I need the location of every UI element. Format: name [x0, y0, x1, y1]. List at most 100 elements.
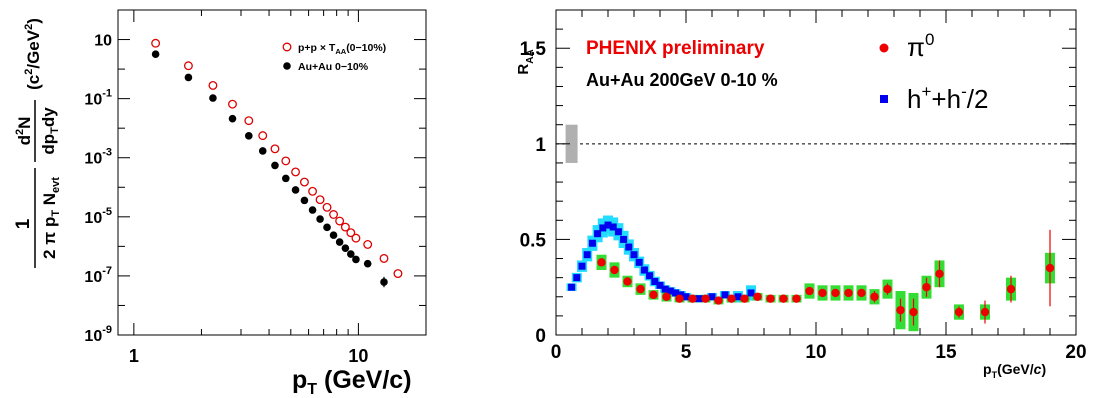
point-auau-15	[341, 244, 350, 252]
right-x-tick-label: 5	[681, 342, 692, 363]
point-pp-8	[291, 167, 301, 177]
left-y-tick-label: 10-9	[84, 324, 112, 345]
y-title-unit: (c2/GeV2)	[23, 18, 43, 90]
point-hadrons-6	[599, 224, 607, 232]
point-pi0-14	[779, 294, 788, 303]
point-pi0-27	[954, 307, 964, 317]
point-auau-12	[323, 223, 331, 232]
point-auau-16	[346, 250, 355, 258]
point-hadrons-8	[609, 223, 617, 231]
point-hadrons-19	[666, 287, 674, 295]
point-hadrons-3	[583, 251, 591, 259]
right-x-tick-label: 15	[935, 342, 957, 363]
point-pi0-8	[701, 294, 710, 303]
legend-marker-auau	[283, 62, 291, 70]
point-pi0-5	[662, 292, 671, 301]
point-pi0-7	[688, 294, 697, 303]
y-title-one: 1	[13, 218, 34, 229]
left-x-tick-label: 10	[348, 346, 368, 366]
point-pi0-18	[831, 288, 840, 298]
point-hadrons-27	[747, 289, 755, 297]
point-auau-8	[291, 186, 300, 194]
point-pp-0	[151, 38, 161, 48]
point-pi0-26	[935, 269, 944, 279]
legend-label-pp: p+p × TAA(0−10%)	[298, 42, 386, 56]
point-hadrons-18	[661, 285, 669, 293]
right-y-tick-label: 0	[535, 326, 546, 347]
point-pi0-21	[870, 292, 879, 301]
point-pi0-0	[597, 258, 606, 267]
right-data-points	[568, 221, 1055, 326]
right-legend: π0 h++h-/2	[879, 30, 988, 114]
left-y-tick-label: 10	[94, 33, 112, 50]
left-tick-marks	[118, 9, 427, 336]
point-auau-14	[335, 238, 344, 246]
point-pi0-29	[1006, 284, 1016, 294]
point-pp-5	[258, 131, 268, 141]
right-y-axis-title: RAA	[515, 49, 536, 74]
point-auau-17	[352, 255, 360, 264]
right-y-tick-label: 1	[535, 135, 546, 156]
point-pi0-24	[909, 307, 918, 317]
left-y-tick-label: 10-3	[84, 147, 112, 168]
right-tick-marks	[555, 9, 1077, 336]
point-pp-12	[322, 202, 332, 212]
right-x-tick-label: 0	[551, 342, 562, 363]
point-hadrons-20	[672, 289, 680, 297]
point-pp-13	[329, 210, 338, 219]
point-pi0-28	[980, 307, 990, 317]
point-pp-18	[363, 240, 373, 249]
point-hadrons-5	[594, 230, 602, 238]
right-x-axis-title: pT(GeV/c)	[983, 361, 1046, 380]
right-x-tick-label: 10	[805, 342, 826, 363]
point-auau-5	[258, 147, 267, 155]
point-hadrons-2	[578, 262, 586, 270]
left-data-points	[151, 38, 403, 288]
normalization-uncertainty-box	[565, 124, 578, 163]
point-pi0-16	[805, 286, 814, 296]
legend-label-pi0: π0	[907, 30, 934, 62]
point-hadrons-0	[568, 283, 576, 291]
point-pp-2	[208, 80, 218, 90]
point-auau-9	[300, 196, 309, 205]
point-hadrons-25	[721, 291, 729, 299]
point-hadrons-22	[682, 293, 690, 301]
point-pi0-25	[922, 283, 931, 292]
point-pi0-9	[714, 296, 723, 305]
point-hadrons-12	[630, 251, 638, 259]
point-pi0-4	[649, 290, 658, 300]
point-pp-7	[281, 156, 291, 166]
point-pi0-12	[753, 292, 762, 301]
y-title-denominator-1: 2 π pT Nevt	[40, 177, 62, 259]
legend-label-hadrons: h++h-/2	[907, 82, 988, 114]
right-panel-raa: 0 5 10 15 20 0 0.5 1 1.5 PHENIX preliminary Au+A…	[515, 9, 1087, 380]
point-hadrons-11	[625, 243, 633, 251]
point-pi0-23	[896, 305, 905, 315]
point-hadrons-23	[695, 295, 703, 303]
point-auau-7	[282, 174, 290, 183]
point-hadrons-4	[588, 239, 596, 247]
point-hadrons-13	[635, 258, 643, 266]
left-y-tick-label: 10-1	[84, 88, 112, 109]
left-y-axis-title: 1 2 π pT Nevt d2N dpTdy (c2/GeV2)	[13, 18, 62, 268]
point-pi0-1	[610, 265, 619, 275]
point-pi0-2	[623, 277, 632, 286]
right-x-tick-label: 20	[1065, 342, 1086, 363]
point-auau-2	[209, 94, 217, 102]
point-hadrons-16	[651, 277, 659, 285]
legend-marker-pp	[282, 42, 292, 52]
point-hadrons-9	[614, 228, 622, 236]
y-title-numerator-2: d2N	[14, 117, 34, 146]
point-hadrons-10	[620, 235, 628, 243]
point-pp-1	[183, 61, 193, 71]
point-pi0-17	[818, 288, 827, 298]
legend-marker-pi0	[879, 43, 889, 53]
point-pp-11	[315, 195, 325, 205]
point-pp-3	[228, 99, 237, 109]
point-auau-4	[244, 132, 253, 140]
left-y-tick-label: 10-5	[84, 206, 112, 227]
point-auau-1	[184, 73, 193, 82]
right-tick-labels: 0 5 10 15 20 0 0.5 1 1.5	[520, 39, 1087, 363]
legend-label-auau: Au+Au 0−10%	[298, 61, 369, 73]
